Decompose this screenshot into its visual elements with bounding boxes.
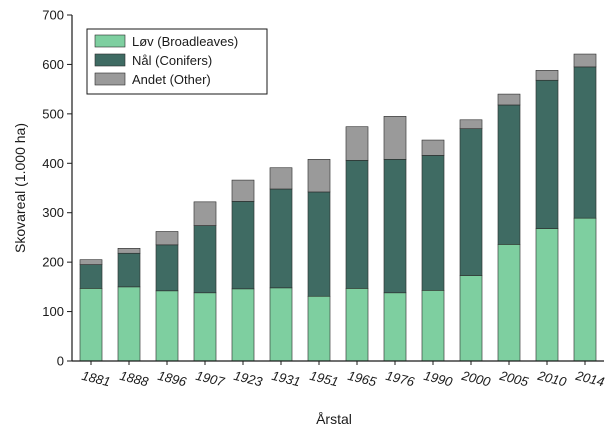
bar-1931-series-0 (269, 287, 293, 362)
bar-1888-series-1 (117, 252, 141, 288)
y-tick-label-500: 500 (42, 106, 64, 121)
bar-1888-series-2 (117, 248, 141, 254)
bar-1896-series-0 (155, 290, 179, 362)
x-tick-label-2005: 2005 (497, 368, 530, 390)
bar-1931-series-1 (269, 188, 293, 289)
x-tick-label-1951: 1951 (308, 368, 340, 390)
bar-1965-series-0 (345, 288, 369, 362)
legend-swatch-0 (94, 34, 126, 48)
bar-1907-series-0 (193, 292, 217, 362)
bar-1976-series-0 (383, 292, 407, 362)
bar-1990-series-2 (421, 139, 445, 156)
x-tick-label-1965: 1965 (346, 368, 378, 390)
x-tick-label-1976: 1976 (384, 368, 416, 390)
bar-1976-series-2 (383, 116, 407, 160)
bar-1907-series-1 (193, 225, 217, 294)
axes-layer (71, 15, 604, 362)
x-axis-label: Årstal (316, 411, 352, 427)
bar-2005-series-1 (497, 104, 521, 245)
bar-2010-series-1 (535, 79, 559, 229)
x-tick-label-1907: 1907 (194, 368, 226, 390)
bar-1881-series-0 (79, 288, 103, 362)
bar-2010-series-0 (535, 228, 559, 362)
x-tick-label-2014: 2014 (573, 368, 606, 390)
bar-2000-series-0 (459, 275, 483, 362)
legend-label-2: Andet (Other) (132, 72, 211, 87)
bar-1923-series-1 (231, 201, 255, 290)
legend-label-0: Løv (Broadleaves) (132, 34, 238, 49)
bar-1881-series-2 (79, 259, 103, 265)
bar-2000-series-2 (459, 119, 483, 129)
y-tick-label-600: 600 (42, 57, 64, 72)
x-ticks: 1881 1888 1896 1907 1923 1931 1951 1965 1976 1990… (80, 361, 606, 390)
x-tick-label-1990: 1990 (422, 368, 454, 390)
bar-1965-series-2 (345, 126, 369, 161)
y-ticks: 0 100 200 300 400 500 600 700 (42, 8, 72, 369)
bar-1923-series-0 (231, 288, 255, 362)
bar-1976-series-1 (383, 159, 407, 294)
legend-label-1: Nål (Conifers) (132, 53, 212, 68)
bar-1951-series-1 (307, 191, 331, 297)
bar-1951-series-2 (307, 159, 331, 193)
bar-2005-series-2 (497, 93, 521, 106)
bar-2000-series-1 (459, 128, 483, 276)
legend-swatch-1 (94, 53, 126, 67)
x-tick-label-1888: 1888 (118, 368, 150, 390)
bar-1965-series-1 (345, 160, 369, 289)
x-tick-label-2000: 2000 (459, 368, 492, 390)
x-tick-label-1931: 1931 (270, 368, 302, 390)
bar-2005-series-0 (497, 244, 521, 362)
x-tick-label-1923: 1923 (232, 368, 264, 390)
x-tick-label-2010: 2010 (535, 368, 568, 390)
bar-1896-series-1 (155, 244, 179, 292)
bar-1931-series-2 (269, 167, 293, 190)
x-tick-label-1881: 1881 (80, 368, 112, 390)
bar-2014-series-1 (573, 66, 597, 219)
y-tick-label-700: 700 (42, 8, 64, 23)
y-tick-label-400: 400 (42, 156, 64, 171)
bar-2014-series-0 (573, 217, 597, 362)
legend: Løv (Broadleaves) Nål (Conifers) Andet (Ot… (86, 28, 268, 95)
bar-1907-series-2 (193, 201, 217, 226)
bar-1990-series-1 (421, 155, 445, 291)
legend-swatch-2 (94, 72, 126, 86)
bar-1951-series-0 (307, 295, 331, 362)
y-tick-label-200: 200 (42, 255, 64, 270)
bar-2010-series-2 (535, 70, 559, 81)
y-axis-label: Skovareal (1.000 ha) (12, 123, 28, 253)
y-tick-label-0: 0 (57, 354, 64, 369)
bar-1888-series-0 (117, 286, 141, 362)
bar-1923-series-2 (231, 179, 255, 202)
bar-2014-series-2 (573, 53, 597, 68)
bars-layer (79, 53, 597, 362)
bar-1990-series-0 (421, 290, 445, 362)
y-tick-label-100: 100 (42, 304, 64, 319)
x-tick-label-1896: 1896 (156, 368, 188, 390)
y-tick-label-300: 300 (42, 205, 64, 220)
bar-1881-series-1 (79, 264, 103, 289)
bar-1896-series-2 (155, 231, 179, 246)
